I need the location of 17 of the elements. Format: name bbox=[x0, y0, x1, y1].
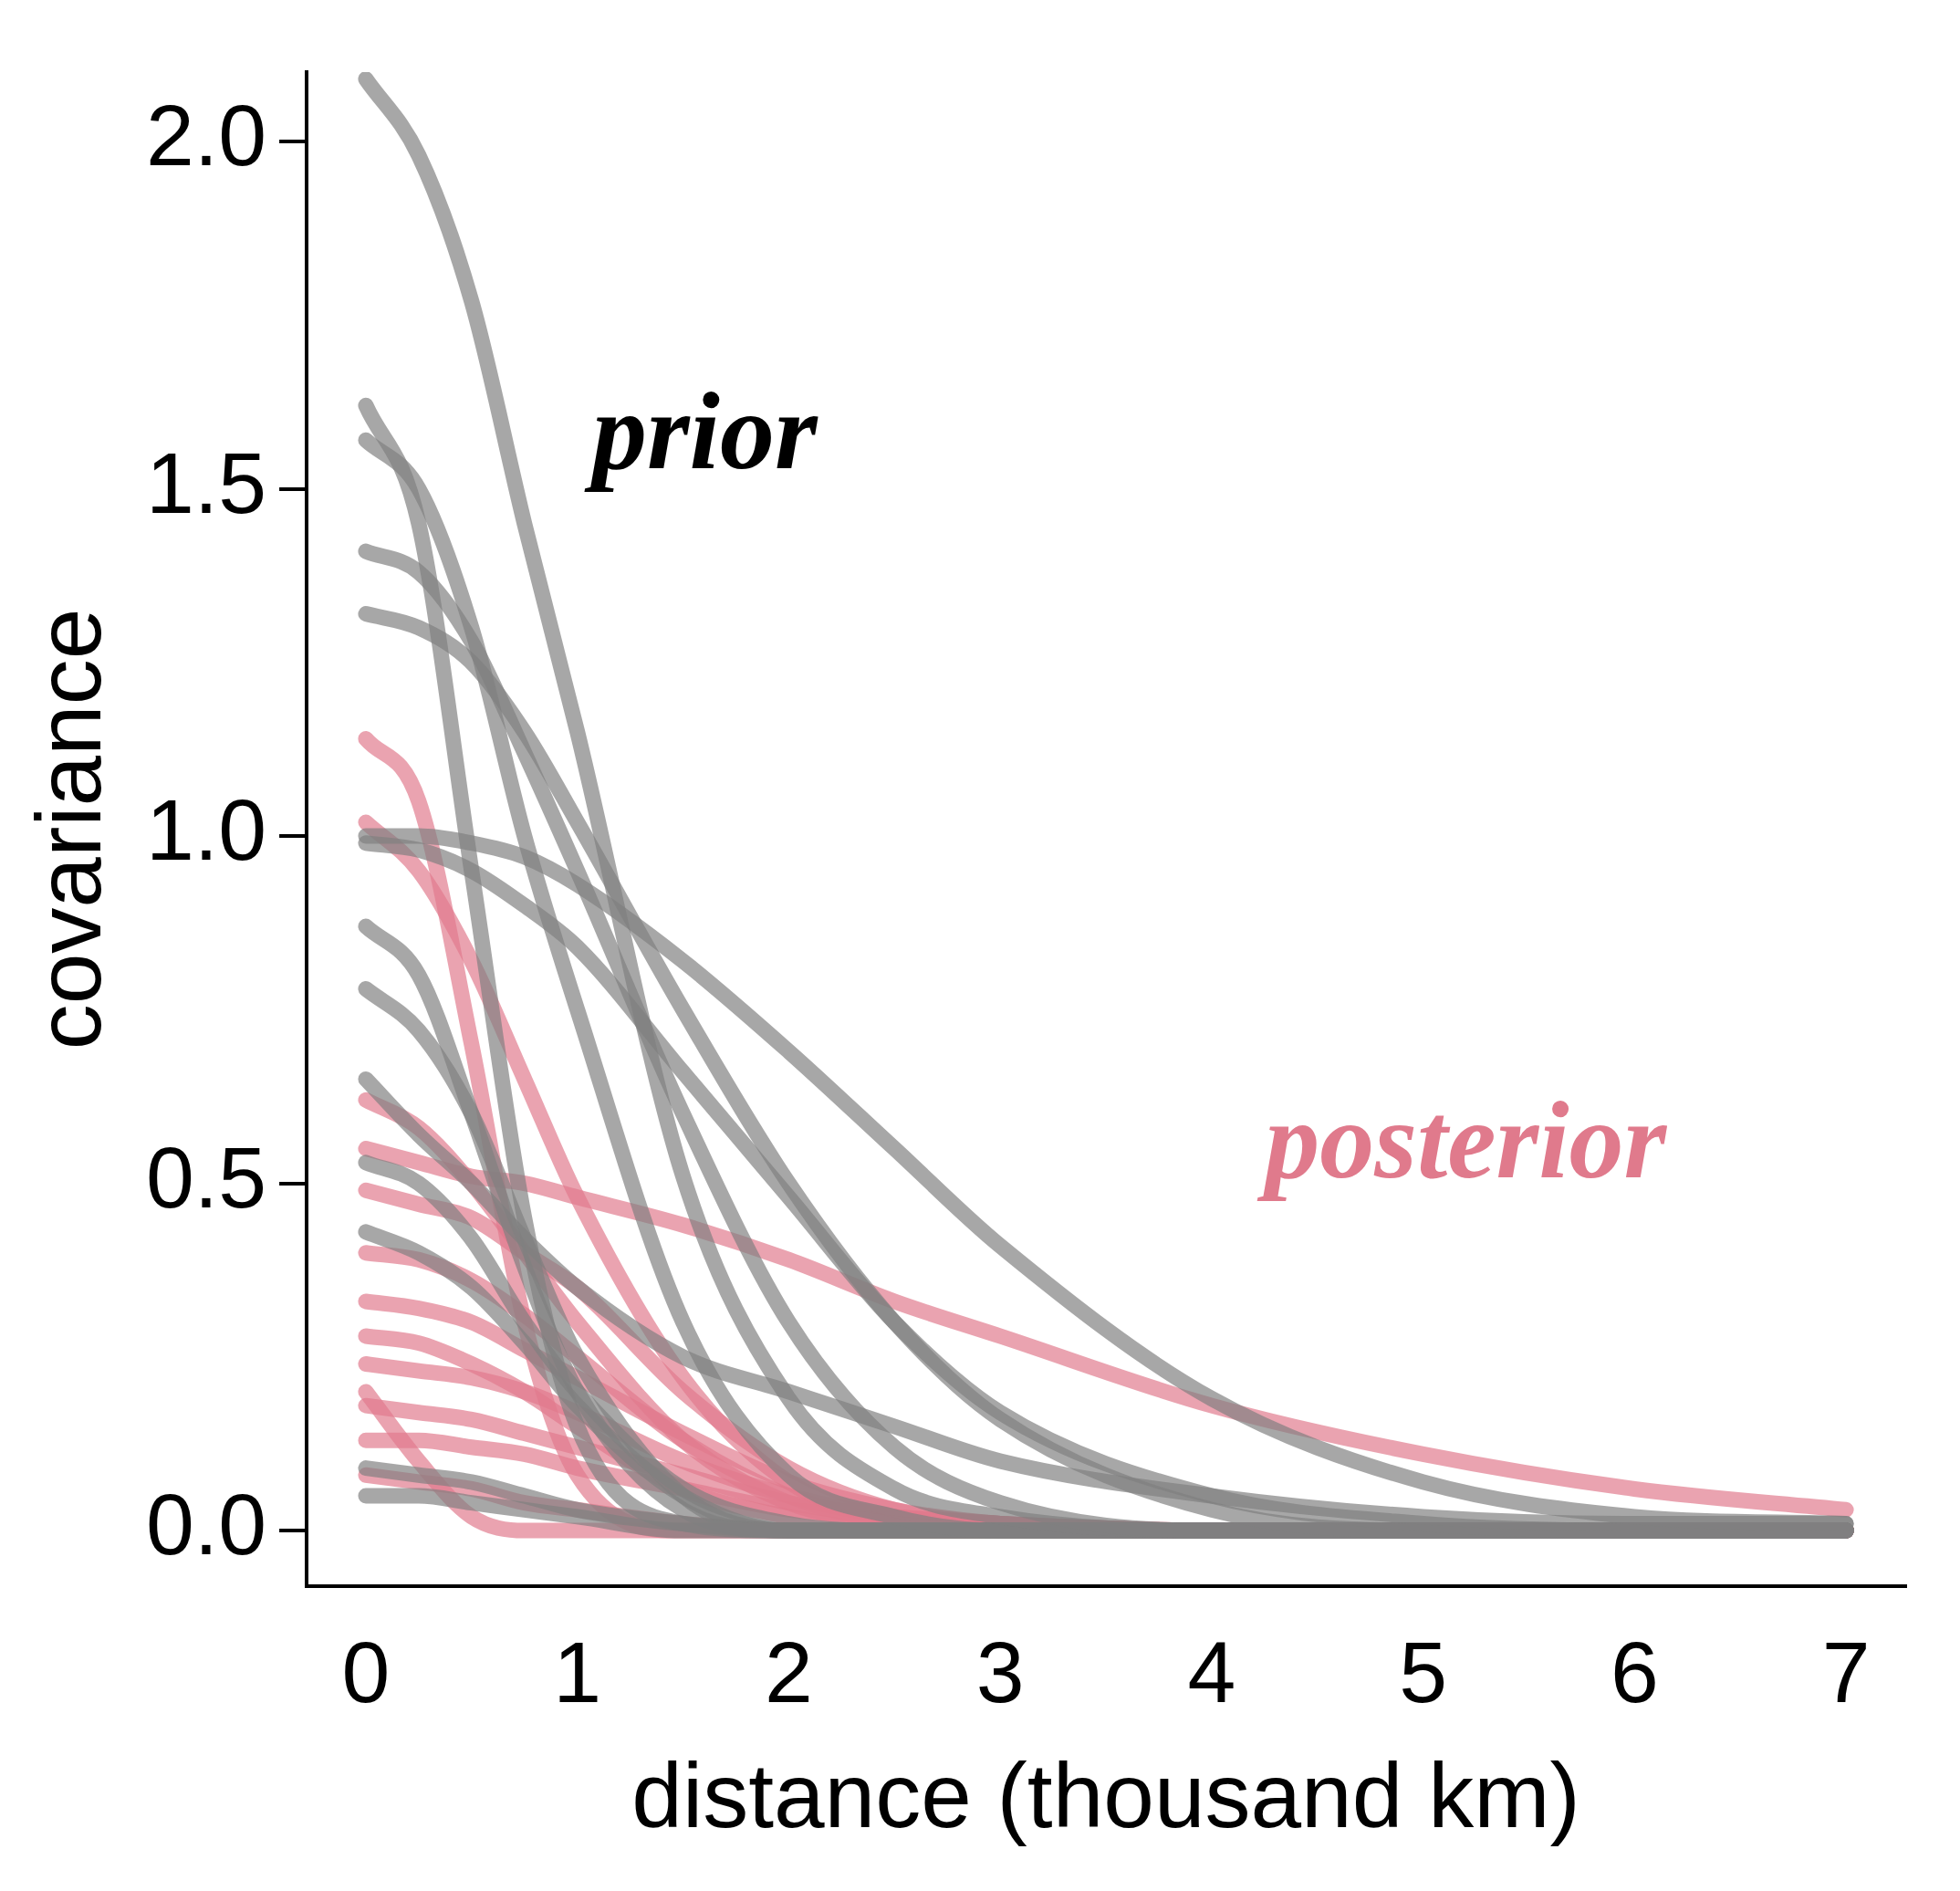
y-axis-title: covariance bbox=[16, 608, 120, 1050]
y-tick-label: 1.5 bbox=[145, 434, 267, 531]
y-tick-label: 0.5 bbox=[145, 1128, 267, 1226]
x-axis-title: distance (thousand km) bbox=[631, 1743, 1580, 1846]
y-tick-label: 2.0 bbox=[145, 87, 267, 184]
x-tick-label: 6 bbox=[1610, 1624, 1659, 1721]
annotation: prior bbox=[583, 371, 818, 493]
x-tick-label: 1 bbox=[553, 1624, 602, 1721]
y-tick-label: 0.0 bbox=[145, 1476, 267, 1573]
x-tick-label: 0 bbox=[341, 1624, 391, 1721]
x-tick-label: 5 bbox=[1399, 1624, 1448, 1721]
x-tick-label: 2 bbox=[765, 1624, 813, 1721]
y-tick-label: 1.0 bbox=[145, 781, 267, 879]
x-tick-label: 4 bbox=[1187, 1624, 1236, 1721]
x-tick-label: 3 bbox=[975, 1624, 1025, 1721]
annotation: posterior bbox=[1256, 1079, 1668, 1201]
x-tick-label: 7 bbox=[1821, 1624, 1871, 1721]
